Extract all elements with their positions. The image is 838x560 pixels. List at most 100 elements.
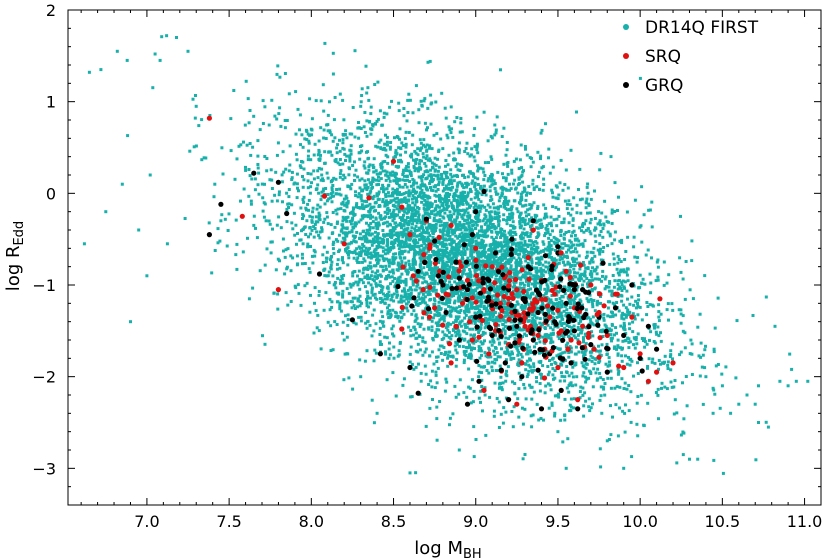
point-dr14q-first [551, 191, 554, 195]
point-dr14q-first [379, 138, 383, 142]
point-dr14q-first [489, 219, 493, 222]
point-dr14q-first [395, 238, 399, 242]
point-dr14q-first [392, 292, 396, 296]
point-dr14q-first [401, 383, 405, 387]
point-dr14q-first [403, 241, 407, 245]
point-dr14q-first [492, 409, 496, 413]
point-dr14q-first [270, 178, 274, 182]
point-dr14q-first [412, 333, 415, 337]
point-dr14q-first [477, 197, 481, 201]
point-dr14q-first [460, 250, 464, 254]
point-dr14q-first [384, 133, 387, 137]
point-dr14q-first [483, 339, 486, 343]
point-dr14q-first [370, 290, 374, 294]
point-dr14q-first [603, 287, 607, 291]
point-dr14q-first [487, 371, 491, 375]
point-dr14q-first [523, 248, 527, 252]
point-dr14q-first [277, 215, 281, 219]
point-dr14q-first [537, 175, 540, 179]
point-dr14q-first [396, 261, 400, 265]
point-dr14q-first [504, 379, 508, 383]
point-dr14q-first [343, 352, 347, 356]
point-dr14q-first [600, 411, 604, 415]
point-dr14q-first [490, 235, 494, 239]
point-dr14q-first [408, 98, 412, 102]
point-dr14q-first [519, 192, 523, 196]
point-dr14q-first [444, 350, 448, 354]
point-dr14q-first [583, 391, 587, 395]
point-dr14q-first [326, 129, 330, 133]
point-dr14q-first [390, 99, 393, 103]
point-dr14q-first [246, 97, 250, 101]
point-dr14q-first [578, 226, 582, 230]
point-dr14q-first [636, 294, 640, 297]
point-dr14q-first [489, 179, 493, 183]
point-dr14q-first [286, 303, 290, 307]
point-dr14q-first [513, 306, 517, 309]
point-dr14q-first [543, 317, 547, 321]
point-dr14q-first [580, 197, 584, 201]
point-dr14q-first [547, 261, 551, 265]
point-dr14q-first [511, 285, 515, 289]
point-dr14q-first [285, 119, 289, 122]
point-dr14q-first [584, 266, 588, 270]
point-dr14q-first [488, 205, 492, 209]
point-dr14q-first [495, 316, 499, 320]
point-dr14q-first [328, 150, 332, 154]
point-dr14q-first [320, 173, 324, 177]
point-dr14q-first [423, 280, 427, 284]
point-dr14q-first [613, 230, 617, 234]
point-dr14q-first [396, 159, 400, 163]
point-dr14q-first [374, 284, 378, 288]
point-dr14q-first [498, 312, 502, 316]
point-dr14q-first [533, 247, 537, 251]
point-dr14q-first [470, 227, 474, 231]
point-dr14q-first [302, 167, 306, 171]
point-dr14q-first [413, 203, 417, 207]
point-dr14q-first [277, 112, 281, 116]
point-dr14q-first [474, 328, 478, 331]
point-dr14q-first [539, 256, 543, 260]
point-dr14q-first [493, 361, 497, 365]
point-dr14q-first [226, 229, 230, 232]
point-dr14q-first [690, 239, 694, 243]
point-dr14q-first [625, 362, 629, 366]
point-dr14q-first [632, 343, 635, 347]
point-dr14q-first [466, 152, 470, 156]
point-dr14q-first [492, 179, 496, 183]
point-dr14q-first [421, 336, 425, 340]
point-dr14q-first [441, 330, 445, 334]
point-dr14q-first [393, 227, 397, 230]
point-dr14q-first [361, 271, 365, 275]
point-dr14q-first [585, 254, 589, 258]
point-dr14q-first [417, 108, 421, 112]
point-dr14q-first [504, 358, 508, 362]
point-dr14q-first [585, 185, 589, 189]
point-dr14q-first [496, 337, 500, 341]
point-dr14q-first [599, 376, 603, 380]
point-dr14q-first [368, 119, 372, 123]
point-dr14q-first [514, 186, 518, 190]
point-dr14q-first [312, 331, 316, 335]
point-dr14q-first [614, 326, 618, 330]
point-dr14q-first [312, 169, 316, 173]
point-dr14q-first [423, 121, 427, 125]
point-dr14q-first [370, 232, 374, 236]
point-dr14q-first [394, 288, 398, 292]
point-dr14q-first [622, 270, 626, 274]
point-dr14q-first [308, 270, 312, 274]
point-dr14q-first [439, 173, 443, 177]
point-dr14q-first [329, 223, 333, 227]
point-dr14q-first [424, 372, 428, 376]
point-dr14q-first [349, 152, 353, 156]
point-dr14q-first [417, 292, 421, 296]
point-dr14q-first [586, 267, 590, 271]
point-dr14q-first [531, 316, 535, 320]
point-dr14q-first [447, 304, 451, 308]
point-dr14q-first [346, 318, 350, 321]
point-dr14q-first [347, 242, 351, 246]
point-dr14q-first [363, 131, 367, 134]
point-dr14q-first [398, 193, 402, 197]
point-dr14q-first [627, 355, 630, 359]
point-dr14q-first [530, 261, 534, 265]
